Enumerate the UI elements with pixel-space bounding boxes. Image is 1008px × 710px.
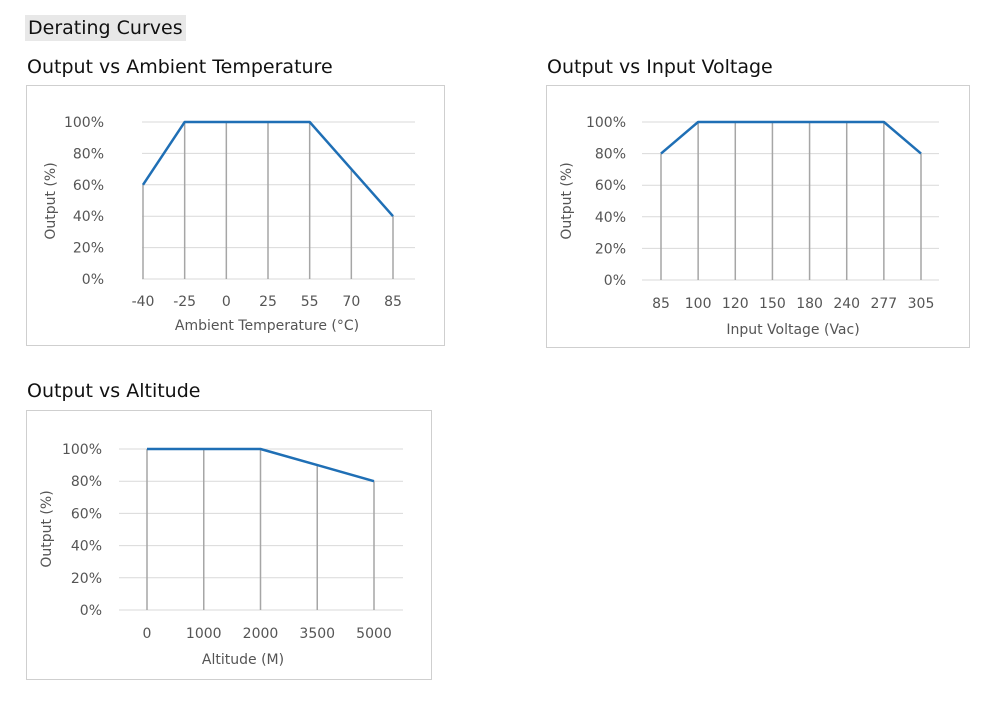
- chart-panel-altitude: 0% 20% 40% 60% 80% 100% 0 1000 2000 3500 5000 Altit…: [26, 410, 432, 680]
- y-tick-label: 60%: [595, 178, 626, 194]
- chart-temperature: 0% 20% 40% 60% 80% 100% -40 -25 0 25 55 70 85 Ambient…: [43, 115, 415, 334]
- x-tick-label: 55: [301, 294, 319, 310]
- x-tick-label: 85: [384, 294, 402, 310]
- y-tick-label: 20%: [73, 241, 104, 257]
- chart-title-temperature: Output vs Ambient Temperature: [27, 56, 333, 78]
- y-axis-label: Output (%): [43, 162, 59, 239]
- y-tick-label: 60%: [71, 506, 102, 522]
- y-tick-label: 100%: [64, 115, 104, 131]
- chart-voltage: 0% 20% 40% 60% 80% 100% 85 100 120 150 180 240 277 30…: [559, 115, 939, 338]
- x-tick-label: 70: [342, 294, 360, 310]
- x-tick-label: -40: [132, 294, 155, 310]
- x-tick-label: 180: [796, 296, 823, 312]
- y-tick-label: 0%: [80, 603, 102, 619]
- y-tick-label: 80%: [71, 474, 102, 490]
- chart-title-voltage: Output vs Input Voltage: [547, 56, 773, 78]
- x-tick-label: 2000: [243, 626, 279, 642]
- y-tick-label: 20%: [71, 571, 102, 587]
- y-tick-label: 40%: [71, 539, 102, 555]
- chart-panel-voltage: 0% 20% 40% 60% 80% 100% 85 100 120 150 180 240 277 30…: [546, 85, 970, 348]
- y-tick-label: 60%: [73, 178, 104, 194]
- x-tick-label: 85: [652, 296, 670, 312]
- x-axis-label: Ambient Temperature (°C): [175, 318, 359, 334]
- x-axis-label: Input Voltage (Vac): [726, 322, 859, 338]
- x-tick-label: 150: [759, 296, 786, 312]
- y-tick-label: 40%: [73, 209, 104, 225]
- chart-altitude: 0% 20% 40% 60% 80% 100% 0 1000 2000 3500 5000 Altit…: [39, 442, 403, 668]
- x-tick-label: 1000: [186, 626, 222, 642]
- x-tick-label: 120: [722, 296, 749, 312]
- x-tick-label: 0: [143, 626, 152, 642]
- x-tick-label: 5000: [356, 626, 392, 642]
- series-line: [141, 120, 394, 218]
- y-tick-label: 0%: [82, 272, 104, 288]
- y-axis-label: Output (%): [39, 490, 55, 567]
- y-tick-label: 100%: [586, 115, 626, 131]
- y-axis-label: Output (%): [559, 162, 575, 239]
- x-tick-label: 305: [908, 296, 935, 312]
- series-line: [147, 447, 375, 483]
- y-tick-label: 80%: [595, 147, 626, 163]
- x-tick-label: 25: [259, 294, 277, 310]
- x-tick-label: 277: [870, 296, 897, 312]
- x-tick-label: 0: [222, 294, 231, 310]
- x-tick-label: 240: [833, 296, 860, 312]
- y-tick-label: 80%: [73, 146, 104, 162]
- y-tick-label: 100%: [62, 442, 102, 458]
- x-tick-label: 100: [685, 296, 712, 312]
- y-tick-label: 0%: [604, 273, 626, 289]
- x-tick-label: -25: [173, 294, 196, 310]
- x-tick-label: 3500: [299, 626, 335, 642]
- y-tick-label: 40%: [595, 210, 626, 226]
- chart-title-altitude: Output vs Altitude: [27, 380, 201, 402]
- y-tick-label: 20%: [595, 241, 626, 257]
- series-line: [660, 120, 922, 155]
- section-title: Derating Curves: [25, 15, 186, 41]
- x-axis-label: Altitude (M): [202, 652, 284, 668]
- chart-panel-temperature: 0% 20% 40% 60% 80% 100% -40 -25 0 25 55 70 85 Ambient…: [26, 85, 445, 346]
